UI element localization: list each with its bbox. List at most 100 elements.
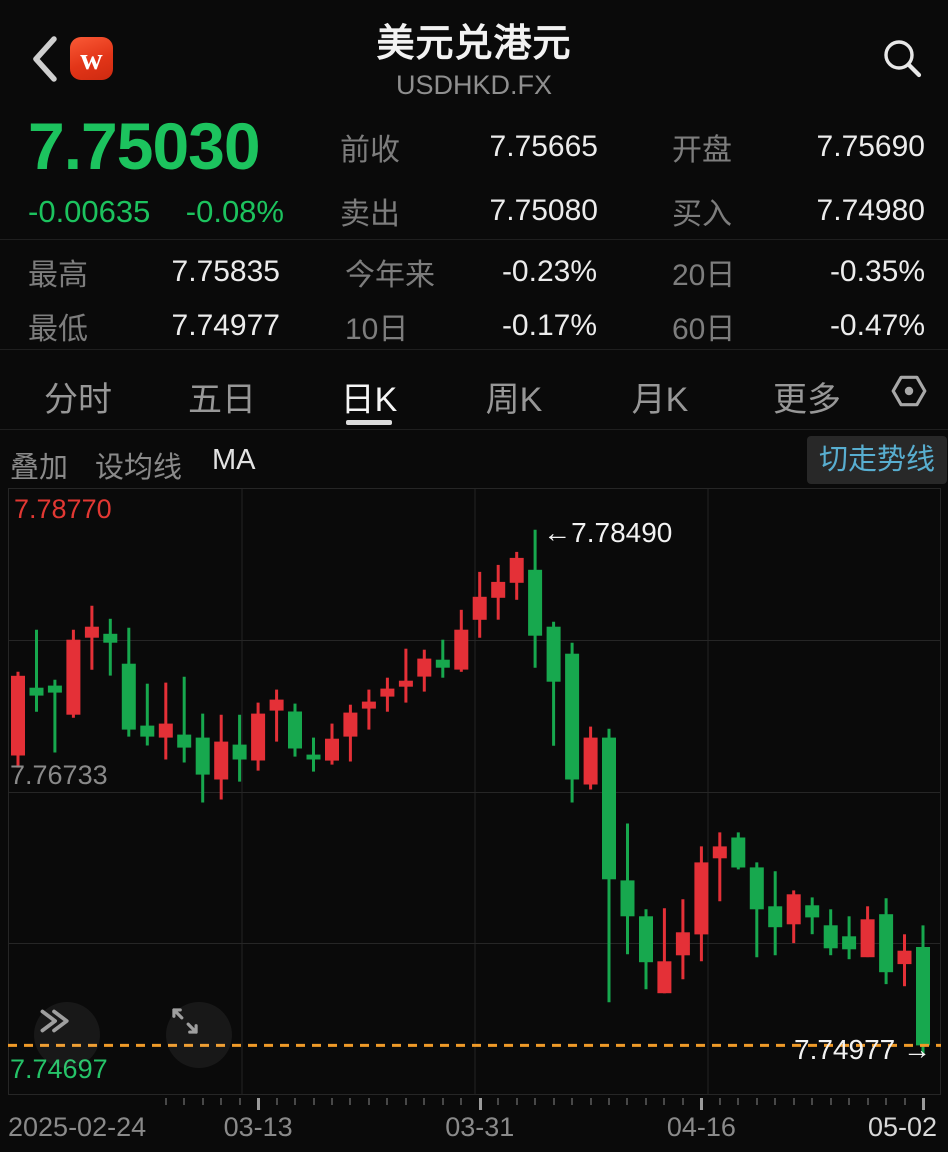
x-axis-tick bbox=[644, 1098, 647, 1105]
x-axis-tick bbox=[552, 1098, 555, 1105]
x-axis-tick bbox=[257, 1098, 261, 1110]
price-change: -0.00635 bbox=[28, 194, 151, 229]
x-axis-tick bbox=[903, 1098, 906, 1105]
x-axis-tick bbox=[848, 1098, 851, 1105]
tab-monthly-k[interactable]: 月K bbox=[631, 381, 689, 419]
x-axis-label: 05-02 bbox=[867, 1112, 937, 1142]
x-axis-tick bbox=[423, 1098, 426, 1105]
x-axis-tick bbox=[404, 1098, 407, 1105]
x-axis-tick bbox=[663, 1098, 666, 1105]
x-axis-tick bbox=[589, 1098, 592, 1105]
x-axis-tick bbox=[866, 1098, 869, 1105]
stat-60d: 60日 -0.47% bbox=[672, 305, 925, 347]
x-axis-label: 04-16 bbox=[666, 1112, 736, 1142]
x-axis-tick bbox=[201, 1098, 204, 1105]
x-axis-tick bbox=[275, 1098, 278, 1105]
x-axis-label: 03-13 bbox=[223, 1112, 293, 1142]
back-button[interactable] bbox=[28, 34, 62, 84]
overlay-button[interactable]: 叠加 bbox=[10, 452, 69, 484]
ma-indicator-label[interactable]: MA bbox=[212, 444, 256, 476]
field-label: 前收 bbox=[340, 134, 400, 167]
x-axis-tick bbox=[478, 1098, 482, 1110]
hex-nut-settings-icon bbox=[890, 375, 928, 414]
x-axis-tick bbox=[349, 1098, 352, 1105]
tab-5day[interactable]: 五日 bbox=[188, 381, 256, 419]
low-price-annotation: 7.74977 → bbox=[794, 1034, 931, 1065]
wind-logo: w bbox=[70, 37, 113, 80]
stat-10d: 10日 -0.17% bbox=[345, 305, 597, 347]
x-axis-tick bbox=[811, 1098, 814, 1105]
stat-value: -0.17% bbox=[501, 309, 597, 342]
tab-minute[interactable]: 分时 bbox=[44, 381, 112, 419]
expand-chart-button[interactable] bbox=[166, 1002, 232, 1068]
x-axis-tick bbox=[626, 1098, 629, 1105]
set-ma-button[interactable]: 设均线 bbox=[95, 452, 183, 484]
quote-field-ask: 卖出 7.75080 bbox=[340, 190, 598, 232]
chart-scale-min-label: 7.74697 bbox=[10, 1054, 108, 1084]
fast-forward-button[interactable] bbox=[34, 1002, 100, 1068]
field-value: 7.74980 bbox=[816, 194, 925, 227]
chart-scale-max-label: 7.78770 bbox=[14, 494, 112, 524]
search-icon bbox=[880, 40, 924, 84]
stat-value: 7.74977 bbox=[171, 309, 280, 342]
x-axis-tick bbox=[681, 1098, 684, 1105]
field-value: 7.75690 bbox=[816, 130, 925, 163]
x-axis: 2025-02-24 03-13 03-31 04-16 05-02 bbox=[8, 1096, 941, 1152]
candlestick-plot bbox=[8, 488, 941, 1095]
x-axis-tick bbox=[885, 1098, 888, 1105]
x-axis-tick bbox=[386, 1098, 389, 1105]
stat-value: -0.47% bbox=[829, 309, 925, 342]
x-axis-tick bbox=[571, 1098, 574, 1105]
stat-label: 最低 bbox=[28, 313, 88, 346]
active-tab-underline bbox=[346, 420, 392, 425]
x-axis-tick bbox=[164, 1098, 167, 1105]
field-value: 7.75665 bbox=[489, 130, 598, 163]
x-axis-tick bbox=[534, 1098, 537, 1105]
stat-label: 10日 bbox=[345, 313, 409, 346]
tab-more[interactable]: 更多 bbox=[773, 381, 841, 419]
field-label: 卖出 bbox=[340, 198, 400, 231]
stat-label: 今年来 bbox=[345, 259, 435, 292]
x-axis-tick bbox=[774, 1098, 777, 1105]
high-price-annotation: ←7.78490 bbox=[543, 516, 673, 548]
chart-settings-button[interactable] bbox=[890, 372, 928, 410]
stat-ytd: 今年来 -0.23% bbox=[345, 251, 597, 293]
x-axis-tick bbox=[294, 1098, 297, 1105]
stat-high: 最高 7.75835 bbox=[28, 251, 280, 293]
stat-low: 最低 7.74977 bbox=[28, 305, 280, 347]
x-axis-tick bbox=[829, 1098, 832, 1105]
tab-daily-k[interactable]: 日K bbox=[340, 381, 398, 419]
price-change-pct: -0.08% bbox=[185, 194, 284, 229]
x-axis-tick bbox=[238, 1098, 241, 1105]
stat-label: 60日 bbox=[672, 313, 736, 346]
x-axis-tick bbox=[330, 1098, 333, 1105]
x-axis-tick bbox=[922, 1098, 925, 1110]
switch-trend-line-button[interactable]: 切走势线 bbox=[806, 436, 947, 484]
x-axis-tick bbox=[737, 1098, 740, 1105]
x-axis-label: 03-31 bbox=[445, 1112, 515, 1142]
tab-weekly-k[interactable]: 周K bbox=[485, 381, 543, 419]
quote-field-prev-close: 前收 7.75665 bbox=[340, 126, 598, 168]
x-axis-tick bbox=[220, 1098, 223, 1105]
divider bbox=[0, 429, 948, 430]
stat-value: -0.23% bbox=[501, 255, 597, 288]
x-axis-tick bbox=[460, 1098, 463, 1105]
x-axis-tick bbox=[183, 1098, 186, 1105]
x-axis-tick bbox=[792, 1098, 795, 1105]
divider bbox=[0, 239, 948, 240]
candlestick-chart[interactable]: 7.78770 7.76733 7.74697 ←7.78490 7.74977… bbox=[8, 488, 941, 1095]
search-button[interactable] bbox=[880, 36, 924, 80]
page-title: 美元兑港元 bbox=[376, 23, 572, 65]
x-axis-tick bbox=[312, 1098, 315, 1105]
x-axis-tick bbox=[367, 1098, 370, 1105]
x-axis-label: 2025-02-24 bbox=[8, 1112, 147, 1142]
last-price: 7.75030 bbox=[28, 109, 261, 183]
quote-field-bid: 买入 7.74980 bbox=[672, 190, 925, 232]
instrument-code: USDHKD.FX bbox=[395, 70, 552, 100]
stat-value: 7.75835 bbox=[171, 255, 280, 288]
stat-value: -0.35% bbox=[829, 255, 925, 288]
stat-label: 20日 bbox=[672, 259, 736, 292]
quote-field-open: 开盘 7.75690 bbox=[672, 126, 925, 168]
header: w 美元兑港元 USDHKD.FX bbox=[0, 0, 948, 115]
